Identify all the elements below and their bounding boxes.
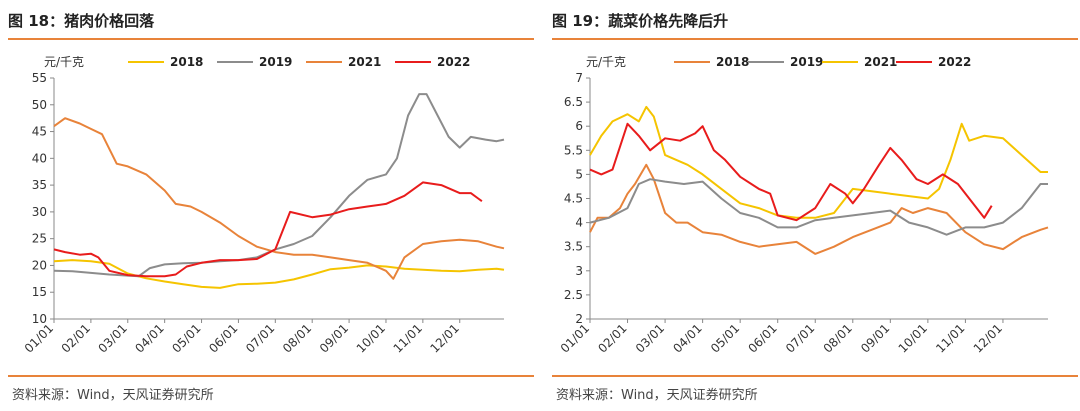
x-tick-label: 10/01 (896, 321, 930, 355)
chart-title: 图 18：猪肉价格回落 (8, 12, 155, 30)
x-tick-label: 06/01 (206, 321, 240, 355)
chart-source: 资料来源：Wind，天风证券研究所 (556, 388, 758, 403)
legend-label-2022: 2022 (938, 55, 971, 69)
y-tick-label: 3.5 (564, 240, 583, 254)
y-tick-label: 6.5 (564, 95, 583, 109)
x-tick-label: 02/01 (595, 321, 629, 355)
x-tick-label: 07/01 (243, 321, 277, 355)
chart-panel-vegetable: 图 19：蔬菜价格先降后升 元/千克 2 2.5 3 3.5 4 4.5 5 5.5 6 6.5 7 0… (552, 0, 1078, 411)
series-line-2022 (589, 122, 993, 222)
y-axis-label: 元/千克 (586, 55, 626, 69)
y-axis-label: 元/千克 (44, 55, 84, 69)
series-line-2021 (53, 117, 505, 280)
y-tick-label: 30 (32, 205, 47, 219)
x-tick-label: 04/01 (132, 321, 166, 355)
y-tick-label: 5 (575, 167, 583, 181)
x-tick-label: 05/01 (708, 321, 742, 355)
legend-label-2019: 2019 (790, 55, 823, 69)
chart-title: 图 19：蔬菜价格先降后升 (552, 12, 729, 30)
x-tick-label: 11/01 (933, 321, 967, 355)
x-tick-label: 12/01 (427, 321, 461, 355)
legend-label-2018: 2018 (716, 55, 749, 69)
source-divider (552, 375, 1078, 377)
x-tick-label: 09/01 (317, 321, 351, 355)
y-tick-label: 25 (32, 232, 47, 246)
y-tick-label: 7 (575, 71, 583, 85)
x-tick-label: 08/01 (280, 321, 314, 355)
y-tick-label: 4 (575, 216, 583, 230)
chart-source: 资料来源：Wind，天风证券研究所 (12, 388, 214, 403)
x-tick-label: 05/01 (169, 321, 203, 355)
y-tick-label: 3 (575, 264, 583, 278)
legend-label-2018: 2018 (170, 55, 203, 69)
x-tick-label: 02/01 (59, 321, 93, 355)
series-line-2018 (589, 163, 1049, 255)
series-line-2022 (53, 181, 483, 278)
source-divider (8, 375, 534, 377)
x-tick-label: 07/01 (783, 321, 817, 355)
series-line-2021 (589, 105, 1048, 219)
legend-label-2021: 2021 (348, 55, 381, 69)
x-tick-label: 06/01 (745, 321, 779, 355)
y-tick-label: 2.5 (564, 288, 583, 302)
y-tick-label: 2 (575, 312, 583, 326)
legend-label-2021: 2021 (864, 55, 897, 69)
y-tick-label: 55 (32, 71, 47, 85)
legend-label-2019: 2019 (259, 55, 292, 69)
x-tick-label: 03/01 (633, 321, 667, 355)
x-tick-label: 09/01 (858, 321, 892, 355)
y-tick-label: 4.5 (564, 192, 583, 206)
x-tick-label: 08/01 (821, 321, 855, 355)
y-tick-label: 35 (32, 178, 47, 192)
y-tick-label: 6 (575, 119, 583, 133)
y-tick-label: 45 (32, 125, 47, 139)
y-tick-label: 5.5 (564, 143, 583, 157)
x-tick-label: 03/01 (96, 321, 130, 355)
y-tick-label: 10 (32, 312, 47, 326)
legend-label-2022: 2022 (437, 55, 470, 69)
x-tick-label: 10/01 (354, 321, 388, 355)
x-tick-label: 12/01 (971, 321, 1005, 355)
y-tick-label: 50 (32, 98, 47, 112)
chart-panel-pork: 图 18：猪肉价格回落 元/千克 10 15 20 25 30 35 40 45 50 55 01/0… (8, 0, 534, 411)
y-tick-label: 15 (32, 285, 47, 299)
y-tick-label: 20 (32, 258, 47, 272)
title-divider (552, 38, 1078, 40)
x-tick-label: 01/01 (558, 321, 592, 355)
title-divider (8, 38, 534, 40)
x-tick-label: 01/01 (22, 321, 56, 355)
x-tick-label: 04/01 (670, 321, 704, 355)
vegetable-price-line-chart: 元/千克 2 2.5 3 3.5 4 4.5 5 5.5 6 6.5 7 01/01 02/01 03/01… (558, 55, 1049, 356)
x-tick-label: 11/01 (391, 321, 425, 355)
series-line-2019 (589, 178, 1048, 236)
y-tick-label: 40 (32, 151, 47, 165)
